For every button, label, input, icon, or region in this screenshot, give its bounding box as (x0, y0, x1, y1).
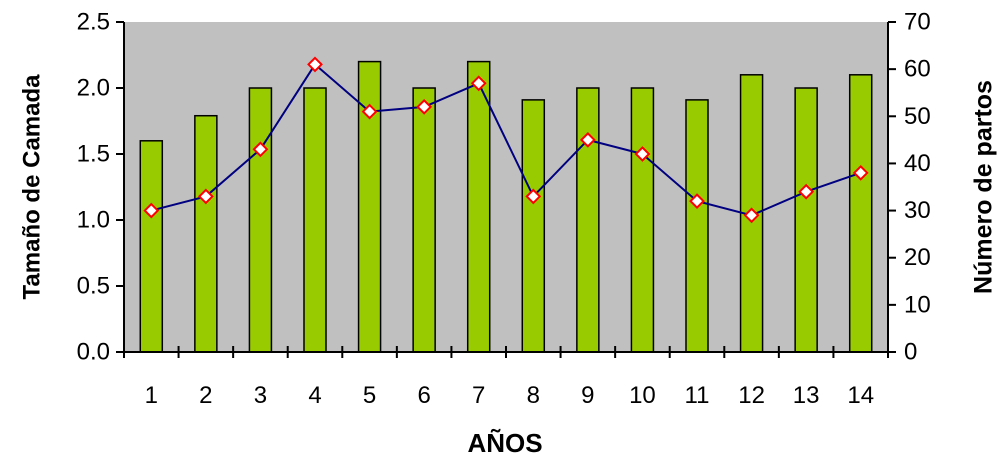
bar-7 (466, 60, 491, 353)
point-4 (307, 56, 323, 73)
bar-6 (412, 87, 436, 353)
y-tick-label: 2.0 (77, 75, 110, 102)
y2-tick-label: 0 (904, 339, 917, 366)
point-9 (579, 131, 596, 148)
bar-9 (576, 87, 600, 353)
y-tick-label: 2.5 (77, 9, 110, 36)
x-tick-label: 9 (581, 382, 594, 409)
point-12 (743, 207, 760, 224)
y-tick-label: 0.5 (77, 273, 110, 300)
y2-tick-label: 50 (904, 103, 931, 130)
x-axis-title: AÑOS (467, 428, 542, 458)
x-tick-label: 12 (738, 382, 765, 409)
point-14 (852, 164, 869, 181)
x-tick-label: 7 (472, 382, 485, 409)
bar-2 (194, 114, 218, 353)
y2-tick-label: 10 (904, 291, 931, 318)
bar-1 (139, 140, 164, 353)
x-tick-label: 1 (145, 382, 158, 409)
x-tick-label: 13 (793, 382, 820, 409)
x-tick-label: 4 (308, 382, 321, 409)
y-tick-label: 1.0 (77, 207, 110, 234)
x-tick-label: 2 (199, 382, 212, 409)
point-1 (143, 202, 160, 219)
point-2 (197, 188, 214, 205)
y2-tick-label: 70 (904, 9, 931, 36)
y2-tick-label: 30 (904, 197, 931, 224)
y-axis-title: Tamaño de Camada (18, 74, 45, 300)
x-tick-label: 11 (685, 382, 710, 409)
x-tick-label: 3 (254, 382, 267, 409)
partos-line (151, 62, 862, 217)
plot-area (124, 22, 888, 352)
point-7 (470, 75, 487, 92)
y-tick-label: 1.5 (77, 141, 110, 168)
y-tick-label: 0.0 (77, 339, 110, 366)
y2-tick-label: 40 (904, 150, 931, 177)
y2-axis-title: Número de partos (970, 80, 998, 294)
bar-4 (303, 87, 327, 353)
bar-10 (630, 87, 655, 353)
bars-group (139, 60, 873, 353)
x-tick-label: 8 (527, 382, 540, 409)
point-11 (689, 193, 705, 210)
bar-8 (521, 99, 546, 353)
x-tick-label: 10 (629, 382, 656, 409)
point-13 (798, 183, 815, 200)
x-tick-label: 5 (363, 382, 376, 409)
bar-3 (248, 87, 273, 353)
point-5 (361, 103, 378, 120)
bar-14 (848, 74, 873, 353)
point-3 (252, 141, 269, 158)
y2-tick-label: 20 (904, 244, 931, 271)
point-8 (525, 188, 542, 205)
bar-11 (685, 99, 709, 353)
bar-13 (794, 87, 818, 353)
x-tick-label: 14 (847, 382, 874, 409)
line-group (151, 62, 862, 217)
markers-group (143, 56, 869, 224)
x-tick-label: 6 (417, 382, 430, 409)
point-10 (634, 146, 651, 162)
y2-tick-label: 60 (904, 56, 931, 83)
point-6 (416, 98, 433, 115)
